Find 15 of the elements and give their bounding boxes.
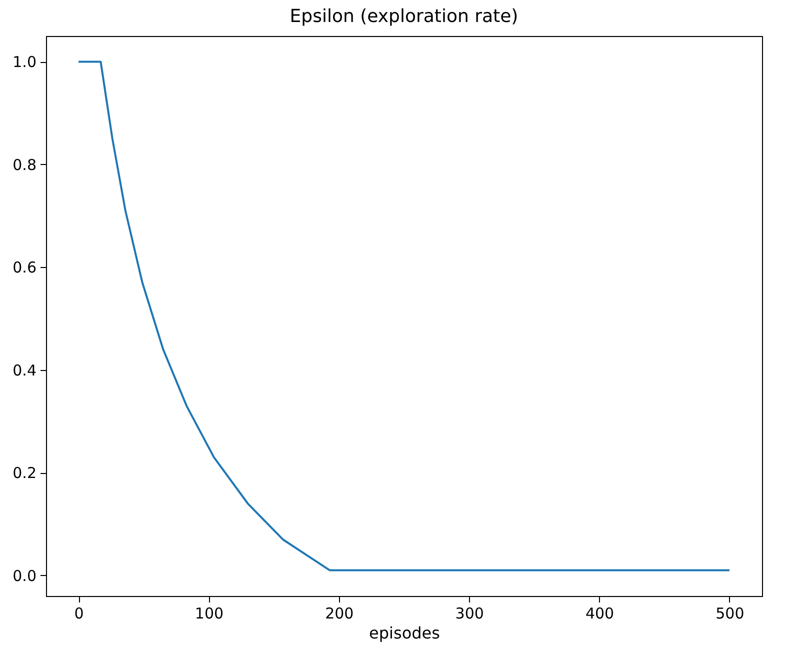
- y-tick-label: 0.2: [12, 464, 36, 482]
- y-tick-label: 0.8: [12, 156, 36, 174]
- chart-title: Epsilon (exploration rate): [290, 6, 518, 27]
- x-axis-title: episodes: [369, 624, 440, 642]
- y-tick-label: 0.6: [12, 258, 36, 277]
- y-tick-label: 1.0: [12, 53, 36, 72]
- x-tick-label: 200: [325, 604, 354, 622]
- x-tick-label: 400: [585, 604, 614, 622]
- line-series: [78, 60, 730, 572]
- x-tick-label: 0: [74, 604, 84, 622]
- x-tick-label: 300: [455, 604, 484, 622]
- x-tick-label: 100: [194, 604, 224, 622]
- x-tick-label: 500: [716, 604, 744, 622]
- y-tick-label: 0.4: [12, 361, 36, 380]
- y-tick-label: 0.0: [12, 566, 36, 585]
